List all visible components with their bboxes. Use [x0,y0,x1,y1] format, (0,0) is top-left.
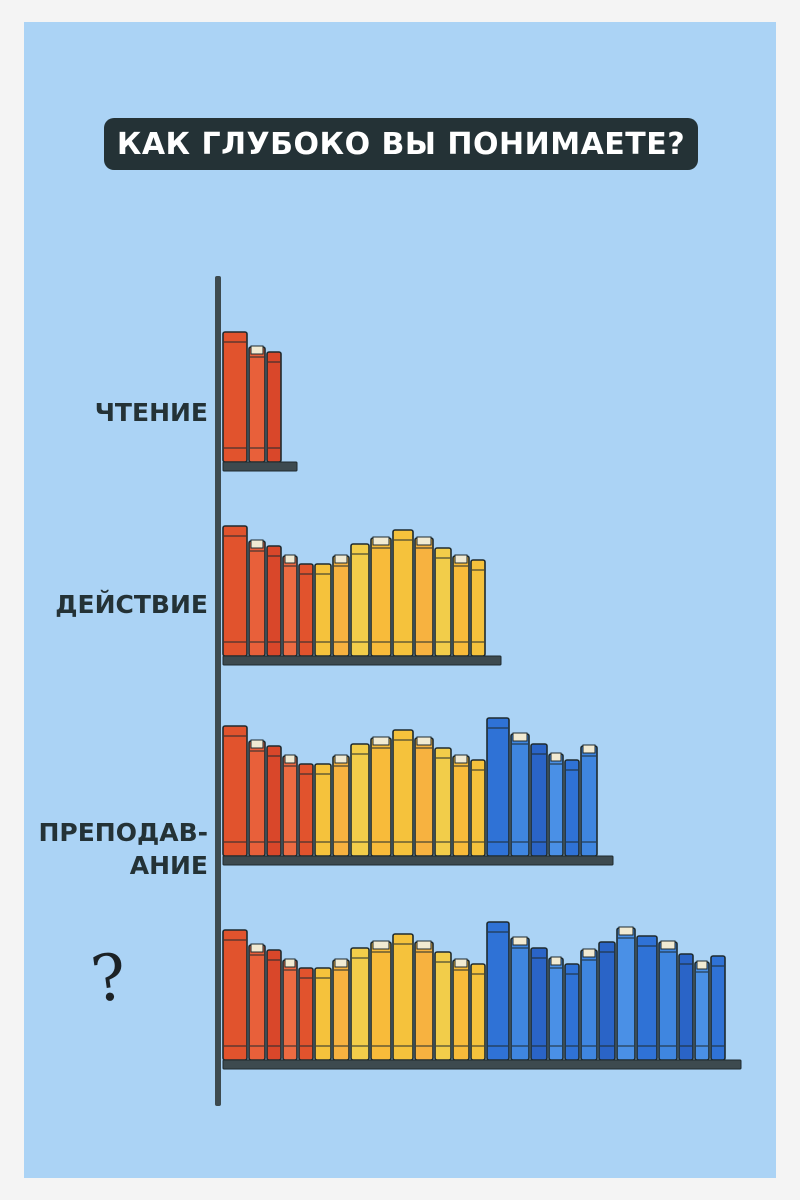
book-bookmark [660,940,676,950]
book-bookmark [582,948,596,958]
red-book [248,346,266,463]
yellow-book [350,743,370,857]
yellow-book [370,941,392,1061]
book-bookmark [372,940,390,950]
red-book [248,944,266,1061]
yellow-book [332,755,350,857]
blue-book [678,953,694,1061]
red-book [266,745,282,857]
book-bookmark [416,536,432,546]
book-bookmark [416,940,432,950]
book-bookmark [250,539,264,549]
book-bookmark [372,736,390,746]
blue-book [510,733,530,857]
blue-book [486,717,510,857]
shelf-board [222,461,298,472]
red-book [266,949,282,1061]
label-teaching-line2: АНИЕ [129,851,208,880]
yellow-book [452,555,470,657]
blue-book [486,921,510,1061]
blue-book [530,743,548,857]
red-book [248,540,266,657]
book-bookmark [454,754,468,764]
red-book [282,959,298,1061]
yellow-book [452,755,470,857]
blue-book [510,937,530,1061]
yellow-book [350,543,370,657]
book-bookmark [550,956,562,966]
yellow-book [414,737,434,857]
red-book [222,929,248,1061]
book-bookmark [454,554,468,564]
book-bookmark [250,739,264,749]
label-reading: ЧТЕНИЕ [94,398,208,427]
blue-book [548,753,564,857]
red-book [222,331,248,463]
book-bookmark [372,536,390,546]
yellow-book [414,941,434,1061]
shelf-board [222,855,614,866]
book-bookmark [250,345,264,355]
shelf-board [222,655,502,666]
title-banner: КАК ГЛУБОКО ВЫ ПОНИМАЕТЕ? [104,118,698,170]
blue-book [658,941,678,1061]
red-book [266,351,282,463]
blue-book [580,949,598,1061]
book-bookmark [512,732,528,742]
book-bookmark [334,554,348,564]
red-book [222,525,248,657]
book-bookmark [334,754,348,764]
red-book [282,555,298,657]
yellow-book [332,555,350,657]
red-book [248,740,266,857]
yellow-book [452,959,470,1061]
book-bookmark [512,936,528,946]
yellow-book [434,951,452,1061]
yellow-book [392,933,414,1061]
yellow-book [434,547,452,657]
page-title: КАК ГЛУБОКО ВЫ ПОНИМАЕТЕ? [116,126,686,162]
yellow-book [392,529,414,657]
book-bookmark [284,958,296,968]
book-bookmark [454,958,468,968]
blue-book [694,961,710,1061]
blue-book [530,947,548,1061]
yellow-book [332,959,350,1061]
blue-book [598,941,616,1061]
blue-book [710,955,726,1061]
blue-book [580,745,598,857]
blue-book [636,935,658,1061]
yellow-book [370,537,392,657]
label-action: ДЕЙСТВИЕ [55,590,208,619]
book-bookmark [250,943,264,953]
book-bookmark [618,926,634,936]
yellow-book [350,947,370,1061]
red-book [282,755,298,857]
blue-book [616,927,636,1061]
book-bookmark [334,958,348,968]
book-bookmark [582,744,596,754]
yellow-book [392,729,414,857]
book-bookmark [696,960,708,970]
shelf-board [222,1059,742,1070]
book-bookmark [284,754,296,764]
label-teaching-line1: ПРЕПОДАВ- [38,818,208,847]
book-bookmark [284,554,296,564]
yellow-book [434,747,452,857]
yellow-book [370,737,392,857]
red-book [266,545,282,657]
red-book [222,725,248,857]
shelf-post [215,276,221,1106]
yellow-book [414,537,434,657]
blue-book [548,957,564,1061]
book-bookmark [550,752,562,762]
book-bookmark [416,736,432,746]
